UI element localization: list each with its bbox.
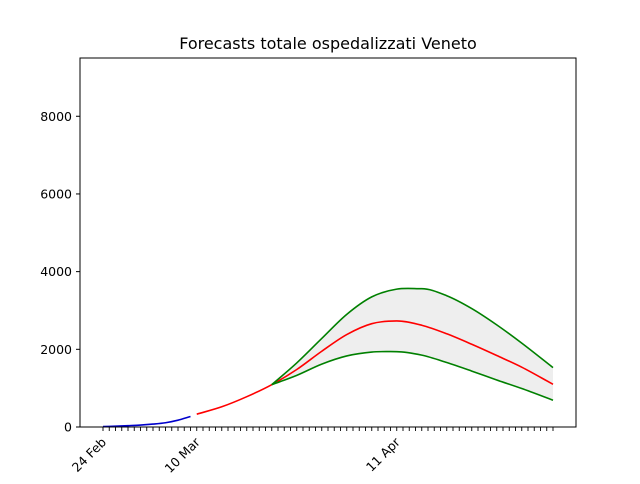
y-tick-label: 6000 — [40, 186, 72, 201]
confidence-band — [271, 288, 553, 401]
y-tick-label: 4000 — [40, 264, 72, 279]
y-tick-label: 0 — [64, 420, 72, 435]
y-tick-label: 8000 — [40, 109, 72, 124]
series-line-forecast — [196, 320, 554, 415]
series-layer — [102, 287, 554, 428]
series-line-upper-bound — [271, 287, 554, 386]
chart-title: Forecasts totale ospedalizzati Veneto — [179, 34, 477, 53]
confidence-band-layer — [271, 288, 553, 401]
series-line-observed — [102, 415, 191, 428]
series-line-lower-bound — [271, 350, 554, 401]
y-tick-label: 2000 — [40, 342, 72, 357]
plot-area-frame — [79, 57, 577, 428]
